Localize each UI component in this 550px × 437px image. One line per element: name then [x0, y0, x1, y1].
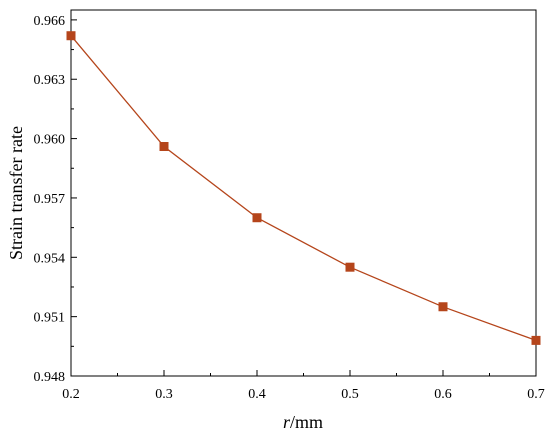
- data-point: [531, 335, 541, 345]
- x-axis: 0.2 0.3 0.4 0.5 0.6 0.7: [62, 370, 545, 402]
- y-tick-label: 0.948: [34, 370, 66, 385]
- data-point: [345, 262, 355, 272]
- x-tick-label: 0.6: [434, 387, 452, 402]
- y-tick-label: 0.963: [34, 73, 66, 88]
- y-tick-label: 0.966: [34, 14, 66, 29]
- data-point: [159, 142, 169, 152]
- data-point: [438, 302, 448, 312]
- y-tick-label: 0.951: [34, 311, 66, 326]
- x-tick-label: 0.2: [62, 387, 80, 402]
- x-tick-label: 0.5: [341, 387, 359, 402]
- plot-frame: [70, 9, 537, 377]
- series-line: [70, 35, 537, 342]
- data-point: [66, 31, 76, 41]
- x-axis-title-unit: /mm: [290, 412, 323, 432]
- data-point: [252, 213, 262, 223]
- series-layer: [66, 31, 541, 345]
- x-axis-title: r/mm: [283, 412, 323, 432]
- y-tick-label: 0.954: [34, 251, 66, 266]
- y-axis-title: Strain transfer rate: [6, 126, 26, 260]
- x-axis-title-variable: r: [283, 412, 291, 432]
- x-tick-label: 0.7: [527, 387, 545, 402]
- x-tick-label: 0.3: [155, 387, 173, 402]
- x-tick-label: 0.4: [248, 387, 266, 402]
- y-axis: 0.948 0.951 0.954 0.957 0.960 0.963 0.966: [34, 14, 77, 385]
- y-tick-label: 0.960: [34, 133, 66, 148]
- y-tick-label: 0.957: [34, 192, 66, 207]
